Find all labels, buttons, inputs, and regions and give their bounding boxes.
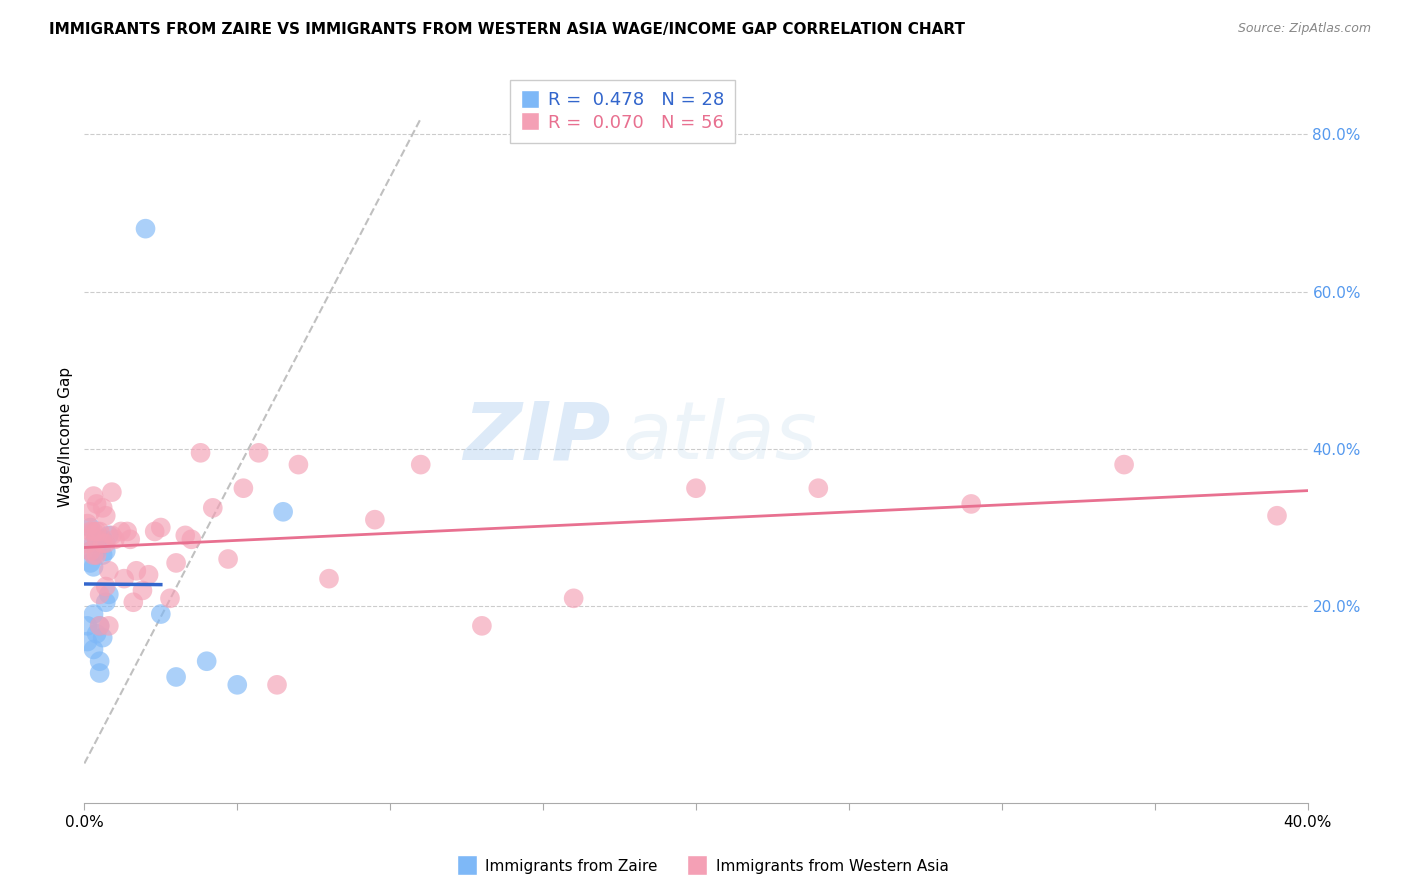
Point [97,587,120,601]
Text: ZIP: ZIP [463,398,610,476]
Text: Source: ZipAtlas.com: Source: ZipAtlas.com [1237,22,1371,36]
Point [91,631,114,645]
Point [83,548,105,562]
Point [86,626,108,640]
Point [97,528,120,542]
Point [79,520,101,534]
Point [143,524,166,539]
Point [86,533,108,547]
Point [79,544,101,558]
Point [79,524,101,539]
Point [86,544,108,558]
Point [94,508,117,523]
Point [89,587,111,601]
Text: IMMIGRANTS FROM ZAIRE VS IMMIGRANTS FROM WESTERN ASIA WAGE/INCOME GAP CORRELATIO: IMMIGRANTS FROM ZAIRE VS IMMIGRANTS FROM… [49,22,965,37]
Point [94,580,117,594]
Point [226,678,249,692]
Point [247,446,270,460]
Legend: Immigrants from Zaire, Immigrants from Western Asia: Immigrants from Zaire, Immigrants from W… [451,853,955,880]
Point [91,500,114,515]
Point [97,619,120,633]
Point [364,513,387,527]
Point [79,505,101,519]
Point [165,670,187,684]
Point [471,619,494,633]
Point [174,528,197,542]
Point [83,524,105,539]
Point [83,607,105,621]
Point [97,564,120,578]
Point [180,533,202,547]
Point [120,533,142,547]
Point [115,524,138,539]
Point [125,564,148,578]
Point [89,666,111,681]
Point [86,497,108,511]
Point [165,556,187,570]
Point [409,458,432,472]
Point [89,524,111,539]
Text: atlas: atlas [623,398,817,476]
Point [101,528,124,542]
Point [122,595,145,609]
Point [287,458,309,472]
Point [83,642,105,657]
Point [190,446,212,460]
Point [1114,458,1136,472]
Point [94,536,117,550]
Point [101,485,124,500]
Point [149,607,172,621]
Point [149,520,172,534]
Point [91,548,114,562]
Point [91,533,114,547]
Point [807,481,830,495]
Legend: R =  0.478   N = 28, R =  0.070   N = 56: R = 0.478 N = 28, R = 0.070 N = 56 [510,80,735,143]
Point [94,595,117,609]
Point [138,567,160,582]
Point [83,536,105,550]
Point [76,619,98,633]
Point [562,591,585,606]
Point [110,524,132,539]
Point [104,533,127,547]
Point [318,572,340,586]
Point [201,500,224,515]
Point [195,654,218,668]
Point [159,591,181,606]
Point [89,654,111,668]
Point [232,481,254,495]
Point [79,556,101,570]
Point [91,536,114,550]
Point [271,505,294,519]
Point [83,489,105,503]
Y-axis label: Wage/Income Gap: Wage/Income Gap [58,367,73,508]
Point [76,634,98,648]
Point [86,524,108,539]
Point [217,552,239,566]
Point [89,619,111,633]
Point [266,678,288,692]
Point [112,572,135,586]
Point [76,516,98,531]
Point [76,536,98,550]
Point [960,497,983,511]
Point [94,544,117,558]
Point [1265,508,1288,523]
Point [131,583,153,598]
Point [685,481,707,495]
Point [135,221,157,235]
Point [86,533,108,547]
Point [86,548,108,562]
Point [89,619,111,633]
Point [83,559,105,574]
Point [79,544,101,558]
